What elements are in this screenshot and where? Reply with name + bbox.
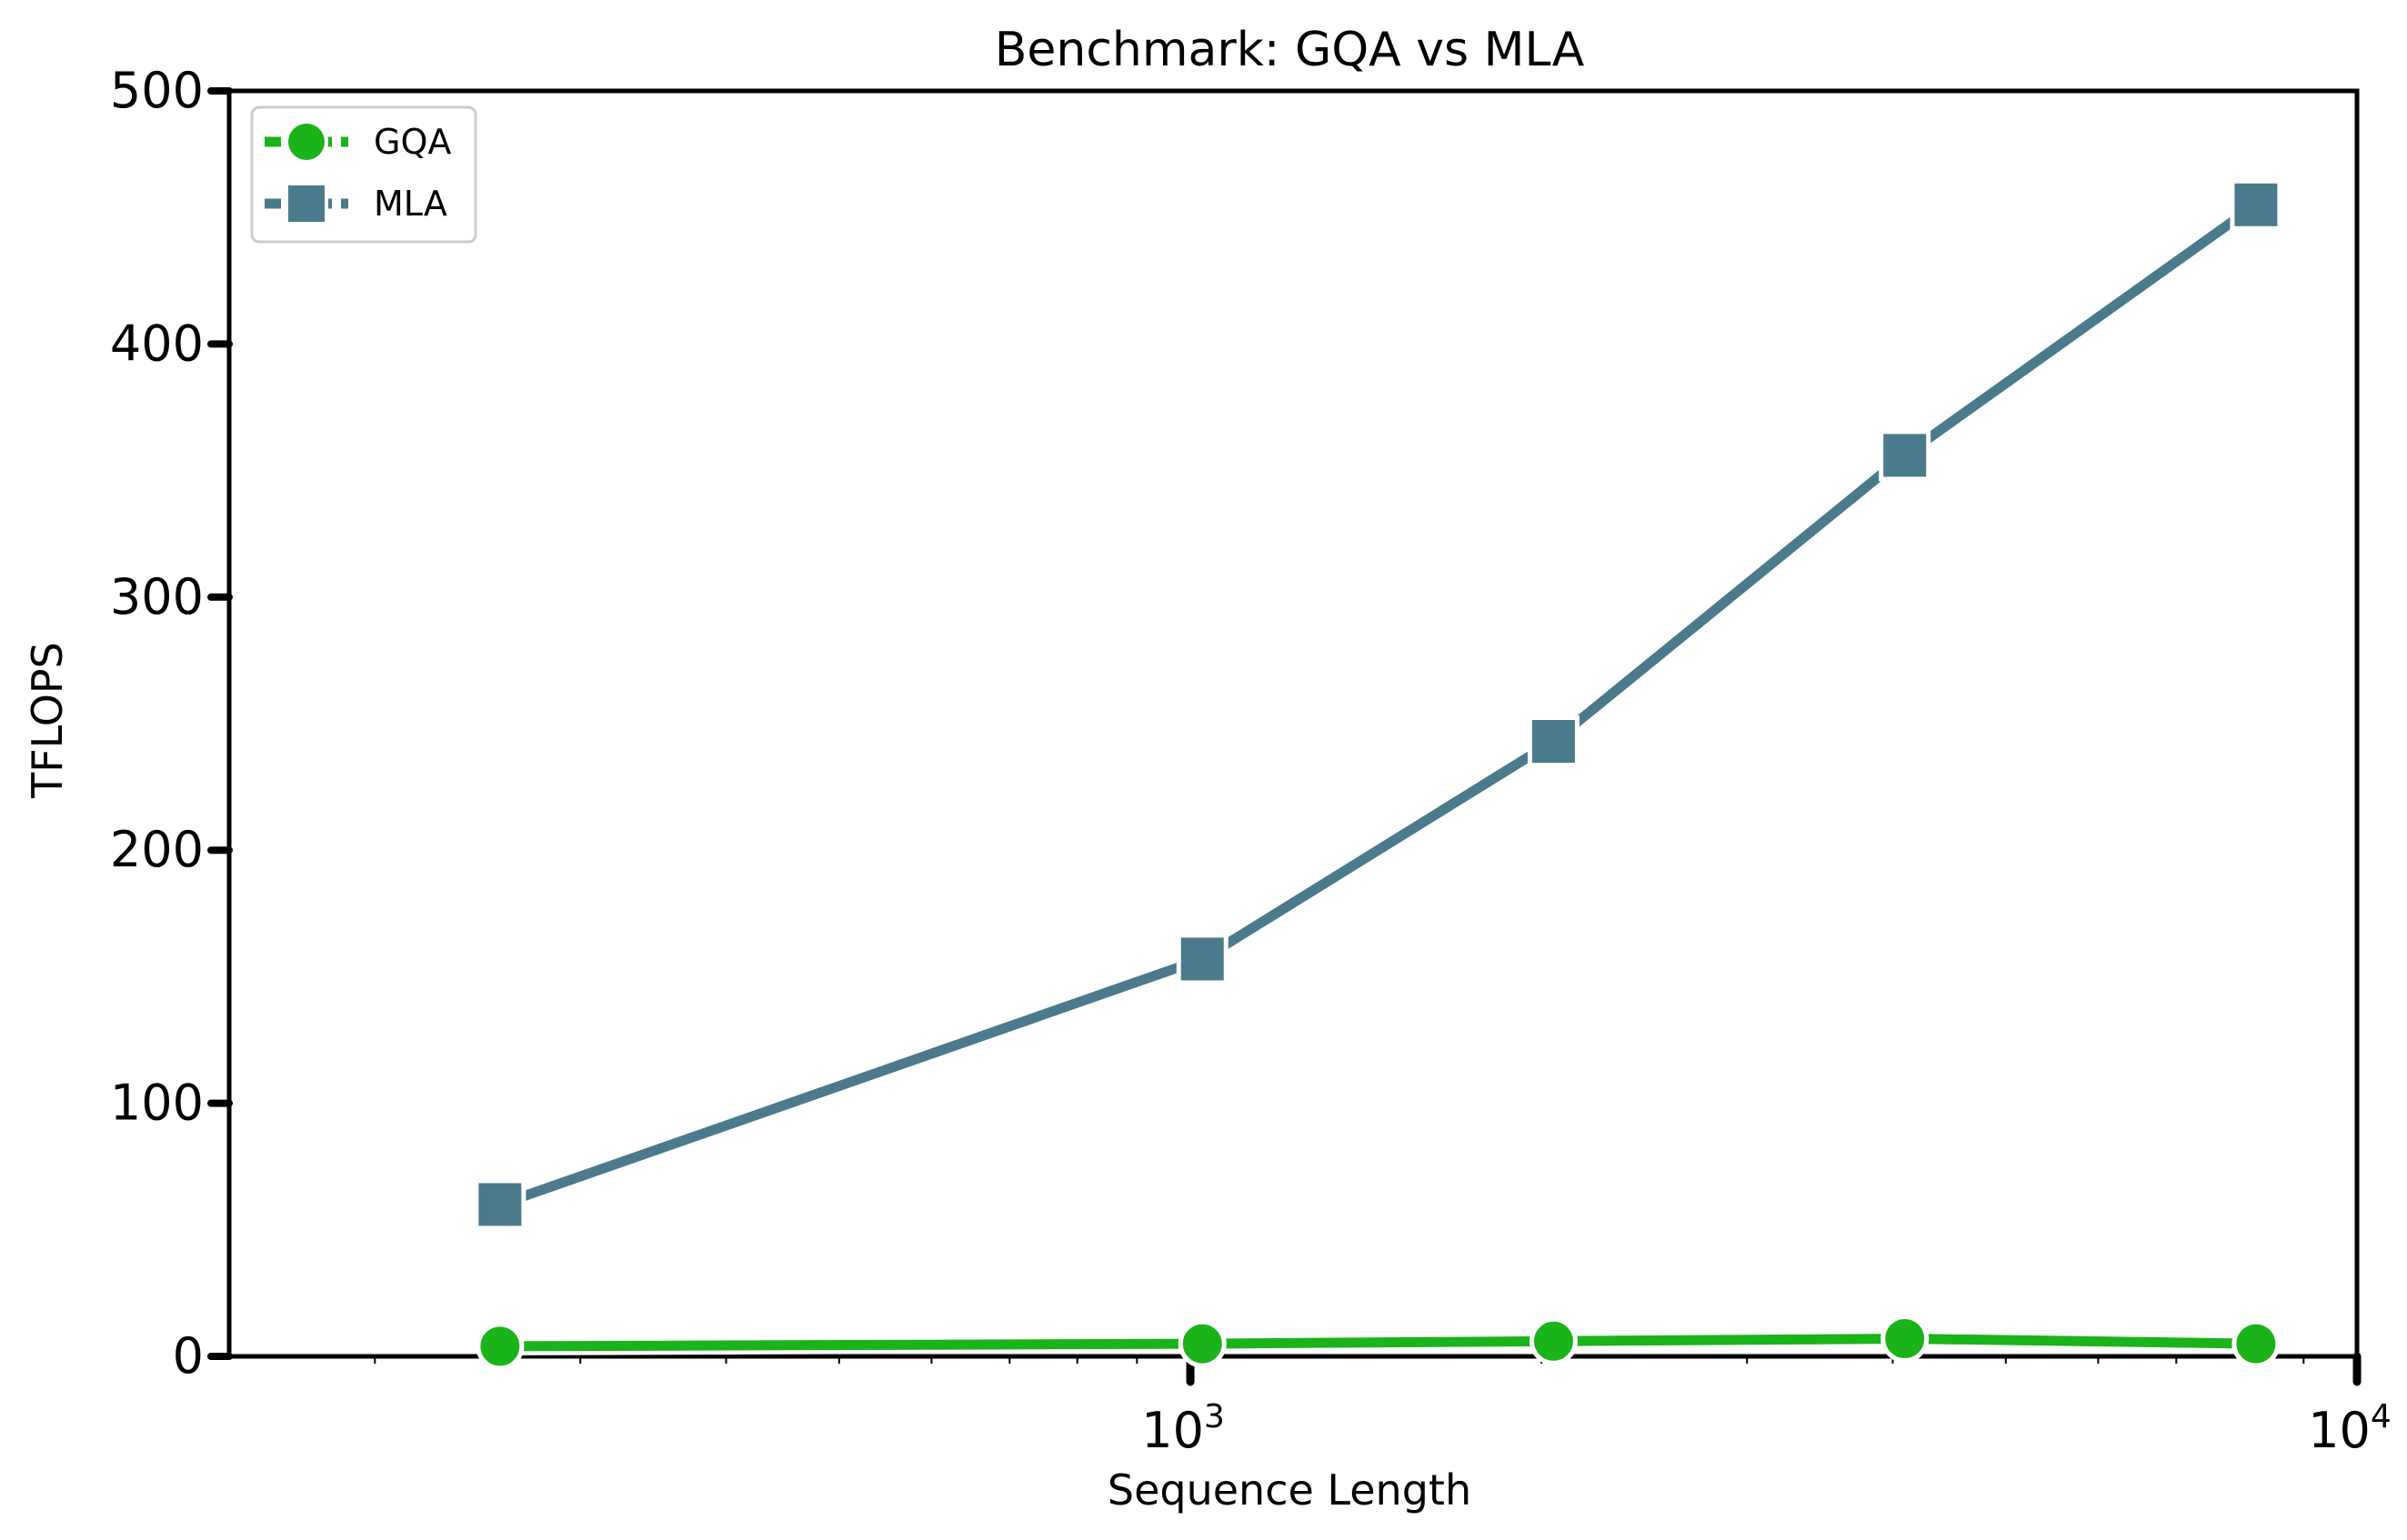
legend-label-mla: MLA bbox=[374, 184, 447, 224]
plot-frame bbox=[226, 88, 2360, 1359]
legend-marker-gqa bbox=[285, 120, 328, 164]
legend-marker-mla bbox=[285, 182, 328, 225]
data-point-gqa bbox=[1529, 1316, 1578, 1365]
y-axis-label: TFLOPS bbox=[23, 642, 72, 799]
data-point-gqa bbox=[2231, 1319, 2281, 1368]
plot-border bbox=[226, 88, 2360, 1359]
series-lines bbox=[490, 195, 2265, 1355]
series-line-mla bbox=[495, 199, 2262, 1210]
chart-legend: GQA MLA bbox=[250, 105, 477, 244]
y-axis-ticks: 0 100 200 300 400 500 bbox=[110, 62, 233, 1385]
x-axis-label: Sequence Length bbox=[1108, 1465, 1471, 1515]
x-tick-label: 104 bbox=[2308, 1398, 2392, 1459]
data-point-gqa bbox=[476, 1322, 525, 1371]
x-tick-label: 103 bbox=[1141, 1398, 1225, 1459]
y-tick-label: 200 bbox=[110, 821, 204, 878]
data-point-mla bbox=[2230, 178, 2282, 231]
data-point-mla bbox=[1527, 715, 1580, 767]
data-point-mla bbox=[474, 1178, 527, 1231]
y-tick-label: 100 bbox=[110, 1075, 204, 1132]
x-axis-ticks: 103 104 bbox=[374, 1352, 2392, 1459]
y-tick-label: 0 bbox=[173, 1327, 204, 1385]
series-line-outline-mla bbox=[490, 195, 2265, 1214]
data-point-gqa bbox=[1880, 1315, 1930, 1364]
y-tick-label: 500 bbox=[110, 62, 204, 119]
series-markers bbox=[474, 178, 2282, 1371]
chart-title: Benchmark: GQA vs MLA bbox=[995, 23, 1585, 77]
data-point-mla bbox=[1879, 429, 1931, 482]
data-point-gqa bbox=[1178, 1319, 1227, 1368]
data-point-mla bbox=[1176, 933, 1229, 985]
legend-label-gqa: GQA bbox=[374, 122, 451, 162]
y-tick-label: 400 bbox=[110, 315, 204, 372]
y-tick-label: 300 bbox=[110, 568, 204, 625]
